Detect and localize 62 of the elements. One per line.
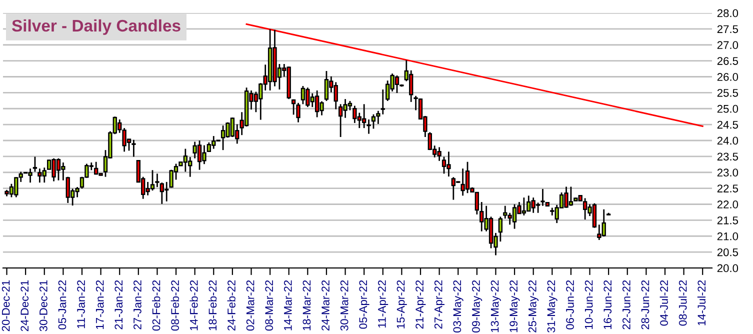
x-tick-label: 04-Jul-22 bbox=[660, 280, 668, 326]
y-tick-label: 20.5 bbox=[717, 248, 738, 256]
y-tick-label: 25.0 bbox=[717, 104, 738, 113]
x-tick-label: 03-May-22 bbox=[453, 280, 464, 332]
y-tick-label: 22.5 bbox=[717, 184, 738, 192]
x-tick-label: 05-Jan-22 bbox=[58, 280, 66, 330]
x-tick-label: 21-Apr-22 bbox=[416, 280, 426, 329]
x-tick-label: 28-Jun-22 bbox=[641, 280, 650, 330]
x-tick-label: 18-Feb-22 bbox=[208, 280, 217, 330]
x-tick-label: 27-Apr-22 bbox=[434, 280, 444, 329]
x-tick-label: 30-Dec-21 bbox=[39, 280, 48, 332]
x-tick-label: 16-Jun-22 bbox=[604, 280, 612, 329]
x-tick-label: 15-Apr-22 bbox=[396, 280, 407, 328]
x-tick-label: 08-Mar-22 bbox=[265, 280, 274, 331]
x-tick-label: 02-Feb-22 bbox=[152, 280, 160, 331]
candlestick bbox=[371, 114, 376, 130]
x-tick-label: 18-Mar-22 bbox=[302, 280, 311, 330]
candlestick bbox=[32, 156, 38, 172]
y-tick-label: 24.0 bbox=[717, 136, 738, 145]
x-tick-label: 27-Jan-22 bbox=[134, 280, 142, 330]
x-tick-label: 21-Jan-22 bbox=[114, 280, 123, 330]
x-tick-label: 24-Feb-22 bbox=[227, 280, 236, 331]
y-tick-label: 24.5 bbox=[717, 120, 738, 129]
x-tick-label: 06-Jun-22 bbox=[566, 280, 574, 330]
y-tick-label: 25.5 bbox=[717, 88, 738, 97]
y-tick-label: 21.5 bbox=[717, 216, 738, 224]
x-tick-label: 24-Dec-21 bbox=[20, 280, 29, 332]
y-tick-label: 26.0 bbox=[717, 73, 738, 81]
y-tick-label: 27.5 bbox=[717, 25, 738, 34]
y-tick-label: 27.0 bbox=[717, 41, 738, 50]
x-tick-label: 31-May-22 bbox=[547, 280, 558, 332]
x-tick-label: 08-Jul-22 bbox=[678, 280, 687, 326]
x-tick-label: 14-Jul-22 bbox=[697, 280, 706, 326]
x-tick-label: 19-May-22 bbox=[510, 280, 520, 332]
y-tick-label: 20.0 bbox=[717, 264, 738, 272]
y-tick-label: 28.0 bbox=[717, 9, 738, 18]
x-tick-label: 11-Apr-22 bbox=[378, 280, 388, 328]
chart-title: Silver - Daily Candles bbox=[12, 19, 180, 35]
x-tick-label: 13-May-22 bbox=[490, 280, 501, 332]
x-tick-label: 24-Mar-22 bbox=[322, 280, 330, 330]
x-tick-label: 14-Feb-22 bbox=[190, 280, 198, 330]
x-tick-label: 02-Mar-22 bbox=[246, 280, 254, 331]
y-tick-label: 22.0 bbox=[717, 200, 738, 208]
y-tick-label: 23.0 bbox=[717, 168, 738, 177]
x-tick-label: 05-Apr-22 bbox=[359, 280, 370, 329]
x-tick-label: 30-Mar-22 bbox=[340, 280, 348, 331]
x-tick-label: 17-Jan-22 bbox=[96, 280, 104, 329]
x-tick-label: 08-Feb-22 bbox=[170, 280, 179, 331]
candlestick bbox=[296, 102, 300, 124]
candlestick bbox=[132, 139, 136, 158]
x-tick-label: 11-Jan-22 bbox=[77, 280, 85, 328]
x-tick-label: 20-Dec-21 bbox=[2, 280, 10, 332]
x-tick-label: 14-Mar-22 bbox=[284, 280, 292, 330]
x-tick-label: 22-Jun-22 bbox=[622, 280, 630, 330]
candlestick bbox=[536, 202, 540, 214]
x-tick-label: 25-May-22 bbox=[528, 280, 539, 332]
candlestick bbox=[300, 85, 306, 105]
x-tick-label: 10-Jun-22 bbox=[584, 280, 593, 329]
y-tick-label: 26.5 bbox=[717, 57, 738, 65]
y-tick-label: 21.0 bbox=[717, 232, 738, 240]
y-tick-label: 23.5 bbox=[717, 152, 738, 161]
x-tick-label: 09-May-22 bbox=[472, 280, 482, 332]
